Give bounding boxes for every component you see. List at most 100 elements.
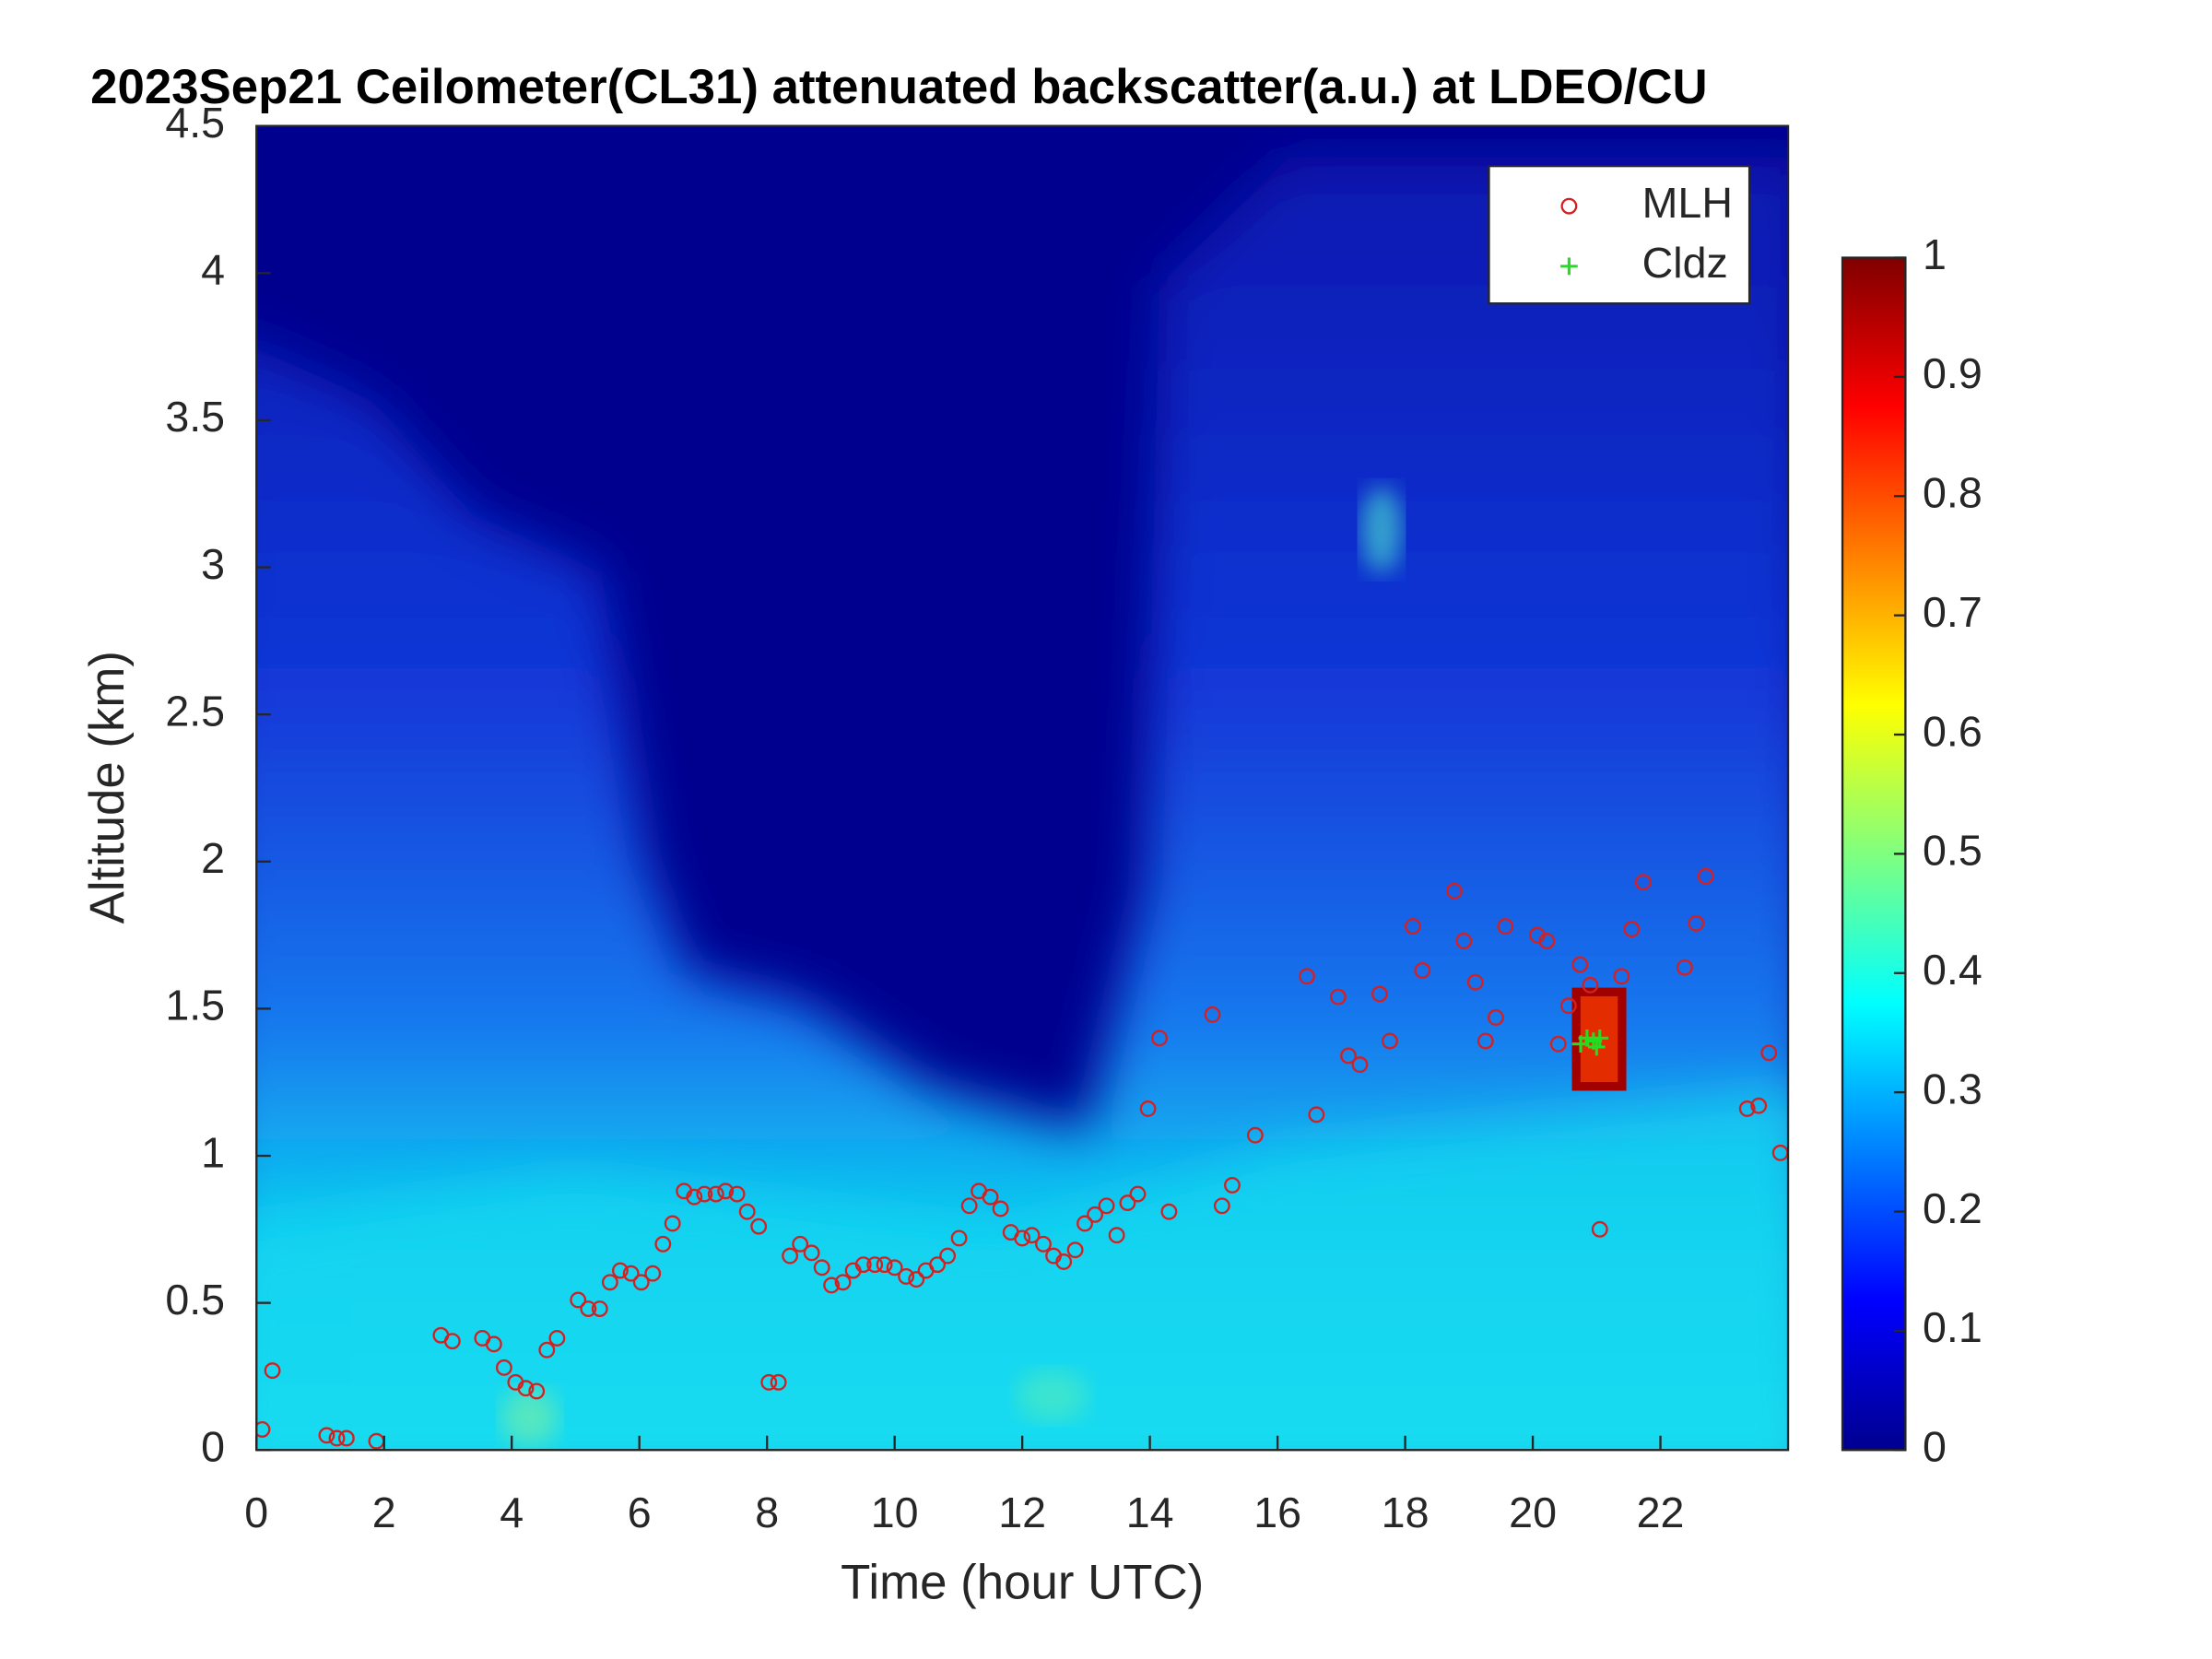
colorbar-tick-label: 0.5: [1923, 827, 1983, 875]
mlh-marker: [1404, 918, 1421, 935]
colorbar-tick-label: 0.7: [1923, 588, 1983, 636]
cldz-marker: [1587, 1038, 1606, 1056]
mlh-marker: [664, 1215, 681, 1232]
mlh-marker: [495, 1359, 512, 1376]
mlh-marker: [707, 1185, 724, 1203]
mlh-marker: [318, 1427, 335, 1444]
mlh-marker: [1371, 985, 1388, 1003]
mlh-marker: [728, 1185, 746, 1203]
y-tick-label: 3.5: [165, 393, 225, 441]
mlh-marker: [1738, 1100, 1756, 1117]
mlh-marker: [1688, 914, 1705, 932]
x-tick-label: 2: [372, 1488, 396, 1536]
mlh-marker: [1591, 1220, 1608, 1238]
y-tick-label: 1: [201, 1128, 225, 1176]
mlh-marker: [950, 1230, 968, 1247]
mlh-marker: [1077, 1215, 1093, 1232]
mlh-marker: [591, 1300, 608, 1317]
mlh-marker: [929, 1256, 946, 1274]
y-axis-label: Altitude (km): [80, 651, 135, 924]
mlh-marker: [1613, 968, 1630, 985]
mlh-marker: [570, 1291, 587, 1309]
mlh-marker: [876, 1256, 893, 1274]
mlh-marker: [1466, 973, 1484, 991]
mlh-marker: [256, 1420, 271, 1438]
mlh-marker: [1160, 1203, 1178, 1220]
mlh-marker: [939, 1247, 957, 1265]
mlh-marker: [1487, 1009, 1504, 1026]
mlh-marker: [1623, 921, 1641, 938]
mlh-marker: [601, 1274, 618, 1291]
mlh-marker: [717, 1182, 735, 1200]
mlh-marker: [1139, 1100, 1157, 1117]
mlh-marker: [992, 1200, 1009, 1218]
y-tick-label: 1.5: [165, 982, 225, 1030]
x-tick-label: 12: [998, 1488, 1046, 1536]
y-tick-label: 0: [201, 1423, 225, 1471]
x-tick-label: 16: [1253, 1488, 1301, 1536]
mlh-marker: [696, 1185, 713, 1203]
mlh-marker: [654, 1235, 672, 1253]
y-tick-label: 0.5: [165, 1276, 225, 1324]
colorbar-tick-label: 0.2: [1923, 1184, 1983, 1232]
legend: MLH Cldz: [1488, 164, 1751, 305]
x-axis-label: Time (hour UTC): [841, 1556, 1204, 1610]
mlh-marker: [1119, 1194, 1136, 1212]
mlh-marker: [1750, 1097, 1768, 1114]
mlh-marker: [622, 1265, 640, 1282]
mlh-marker: [866, 1256, 884, 1274]
mlh-marker: [528, 1382, 546, 1400]
chart-title: 2023Sep21 Ceilometer(CL31) attenuated ba…: [90, 60, 1708, 114]
mlh-marker: [1329, 988, 1347, 1006]
mlh-marker: [1014, 1230, 1031, 1247]
mlh-marker: [792, 1235, 809, 1253]
y-tick-label: 3: [201, 540, 225, 588]
colorbar-tick-label: 0.8: [1923, 469, 1983, 517]
mlh-marker: [1087, 1206, 1104, 1223]
legend-label: Cldz: [1642, 239, 1728, 287]
mlh-marker: [1582, 976, 1599, 994]
mlh-marker: [908, 1271, 925, 1288]
mlh-marker: [686, 1188, 703, 1206]
x-tick-label: 22: [1637, 1488, 1685, 1536]
mlh-marker: [443, 1333, 461, 1350]
mlh-marker: [1455, 933, 1473, 949]
mlh-marker: [1129, 1185, 1147, 1203]
cldz-marker: [1591, 1029, 1609, 1047]
x-tick-label: 18: [1382, 1488, 1430, 1536]
mlh-marker: [1246, 1126, 1264, 1144]
y-tick-label: 2.5: [165, 687, 225, 735]
mlh-marker: [1204, 1006, 1221, 1023]
mlh-marker: [834, 1274, 852, 1291]
mlh-marker: [1224, 1177, 1241, 1194]
mlh-marker: [1414, 961, 1431, 979]
mlh-marker: [854, 1256, 872, 1274]
mlh-marker: [1098, 1197, 1115, 1215]
y-tick-label: 2: [201, 834, 225, 882]
mlh-marker: [1497, 918, 1514, 935]
mlh-marker: [1549, 1035, 1567, 1053]
mlh-marker: [1151, 1030, 1168, 1047]
mlh-marker: [738, 1203, 756, 1220]
mlh-marker: [886, 1259, 903, 1277]
mlh-marker: [1676, 959, 1693, 976]
colorbar-tick-label: 0.9: [1923, 349, 1983, 397]
legend-box: [1488, 164, 1751, 305]
mlh-marker: [1023, 1227, 1041, 1244]
colorbar-tick-label: 0.3: [1923, 1065, 1983, 1112]
colorbar-tick-label: 0.1: [1923, 1303, 1983, 1351]
mlh-marker: [1571, 956, 1589, 973]
mlh-marker: [813, 1259, 830, 1277]
y-tick-label: 4: [201, 246, 225, 294]
colorbar-tick-label: 0.4: [1923, 946, 1983, 994]
mlh-marker: [1340, 1047, 1357, 1065]
mlh-marker: [1760, 1044, 1778, 1062]
x-tick-label: 10: [871, 1488, 919, 1536]
mlh-marker: [960, 1197, 978, 1215]
mlh-marker: [264, 1362, 281, 1379]
mlh-marker: [803, 1244, 820, 1262]
x-tick-label: 20: [1509, 1488, 1557, 1536]
mlh-marker: [760, 1373, 778, 1391]
mlh-marker: [548, 1330, 566, 1347]
